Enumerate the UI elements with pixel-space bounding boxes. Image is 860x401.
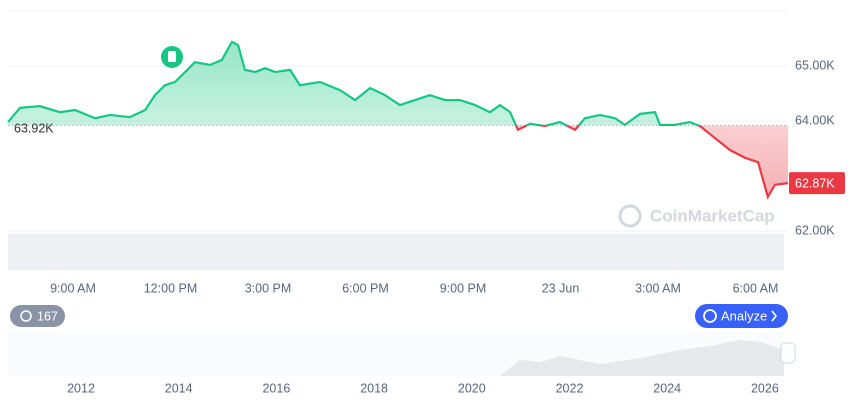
- x-tick-label: 6:00 AM: [733, 281, 779, 295]
- event-badge[interactable]: [10, 305, 65, 327]
- x-tick-label: 6:00 PM: [342, 281, 389, 295]
- navigator-area: [8, 340, 784, 376]
- watermark: CoinMarketCap: [650, 206, 775, 225]
- area-up: [8, 41, 788, 126]
- x-tick-label: 12:00 PM: [144, 281, 198, 295]
- navigator-year: 2018: [360, 381, 388, 395]
- price-tag-label: 62.87K: [795, 176, 835, 190]
- y-tick-label: 65.00K: [795, 58, 835, 72]
- navigator-year: 2012: [67, 381, 95, 395]
- analyze-icon: [703, 309, 717, 323]
- area-down: [515, 125, 788, 197]
- navigator-year: 2014: [165, 381, 193, 395]
- chevron: [771, 310, 778, 322]
- x-tick-label: 3:00 PM: [245, 281, 292, 295]
- y-tick-label: 64.00K: [795, 113, 835, 127]
- x-tick-label: 3:00 AM: [635, 281, 681, 295]
- line-up: [7, 40, 701, 126]
- baseline-label: 63.92K: [14, 122, 54, 136]
- event-count: 167: [37, 309, 58, 323]
- navigator-year: 2026: [751, 381, 779, 395]
- navigator-year: 2022: [556, 381, 584, 395]
- navigator-year: 2024: [653, 381, 681, 395]
- navigator-handle[interactable]: [780, 342, 796, 364]
- x-tick-label: 9:00 AM: [50, 281, 96, 295]
- analyze-button[interactable]: [695, 304, 788, 328]
- watermark-logo: [618, 204, 642, 228]
- x-tick-label: 23 Jun: [542, 281, 580, 295]
- event-icon-doc: [168, 51, 176, 62]
- history-icon: [20, 310, 32, 322]
- y-tick-label: 62.00K: [795, 223, 835, 237]
- navigator-year: 2020: [458, 381, 486, 395]
- navigator-year: 2016: [262, 381, 290, 395]
- x-tick-label: 9:00 PM: [440, 281, 487, 295]
- price-tag: [789, 172, 845, 195]
- volume-area: [8, 234, 784, 270]
- analyze-label: Analyze: [721, 308, 767, 323]
